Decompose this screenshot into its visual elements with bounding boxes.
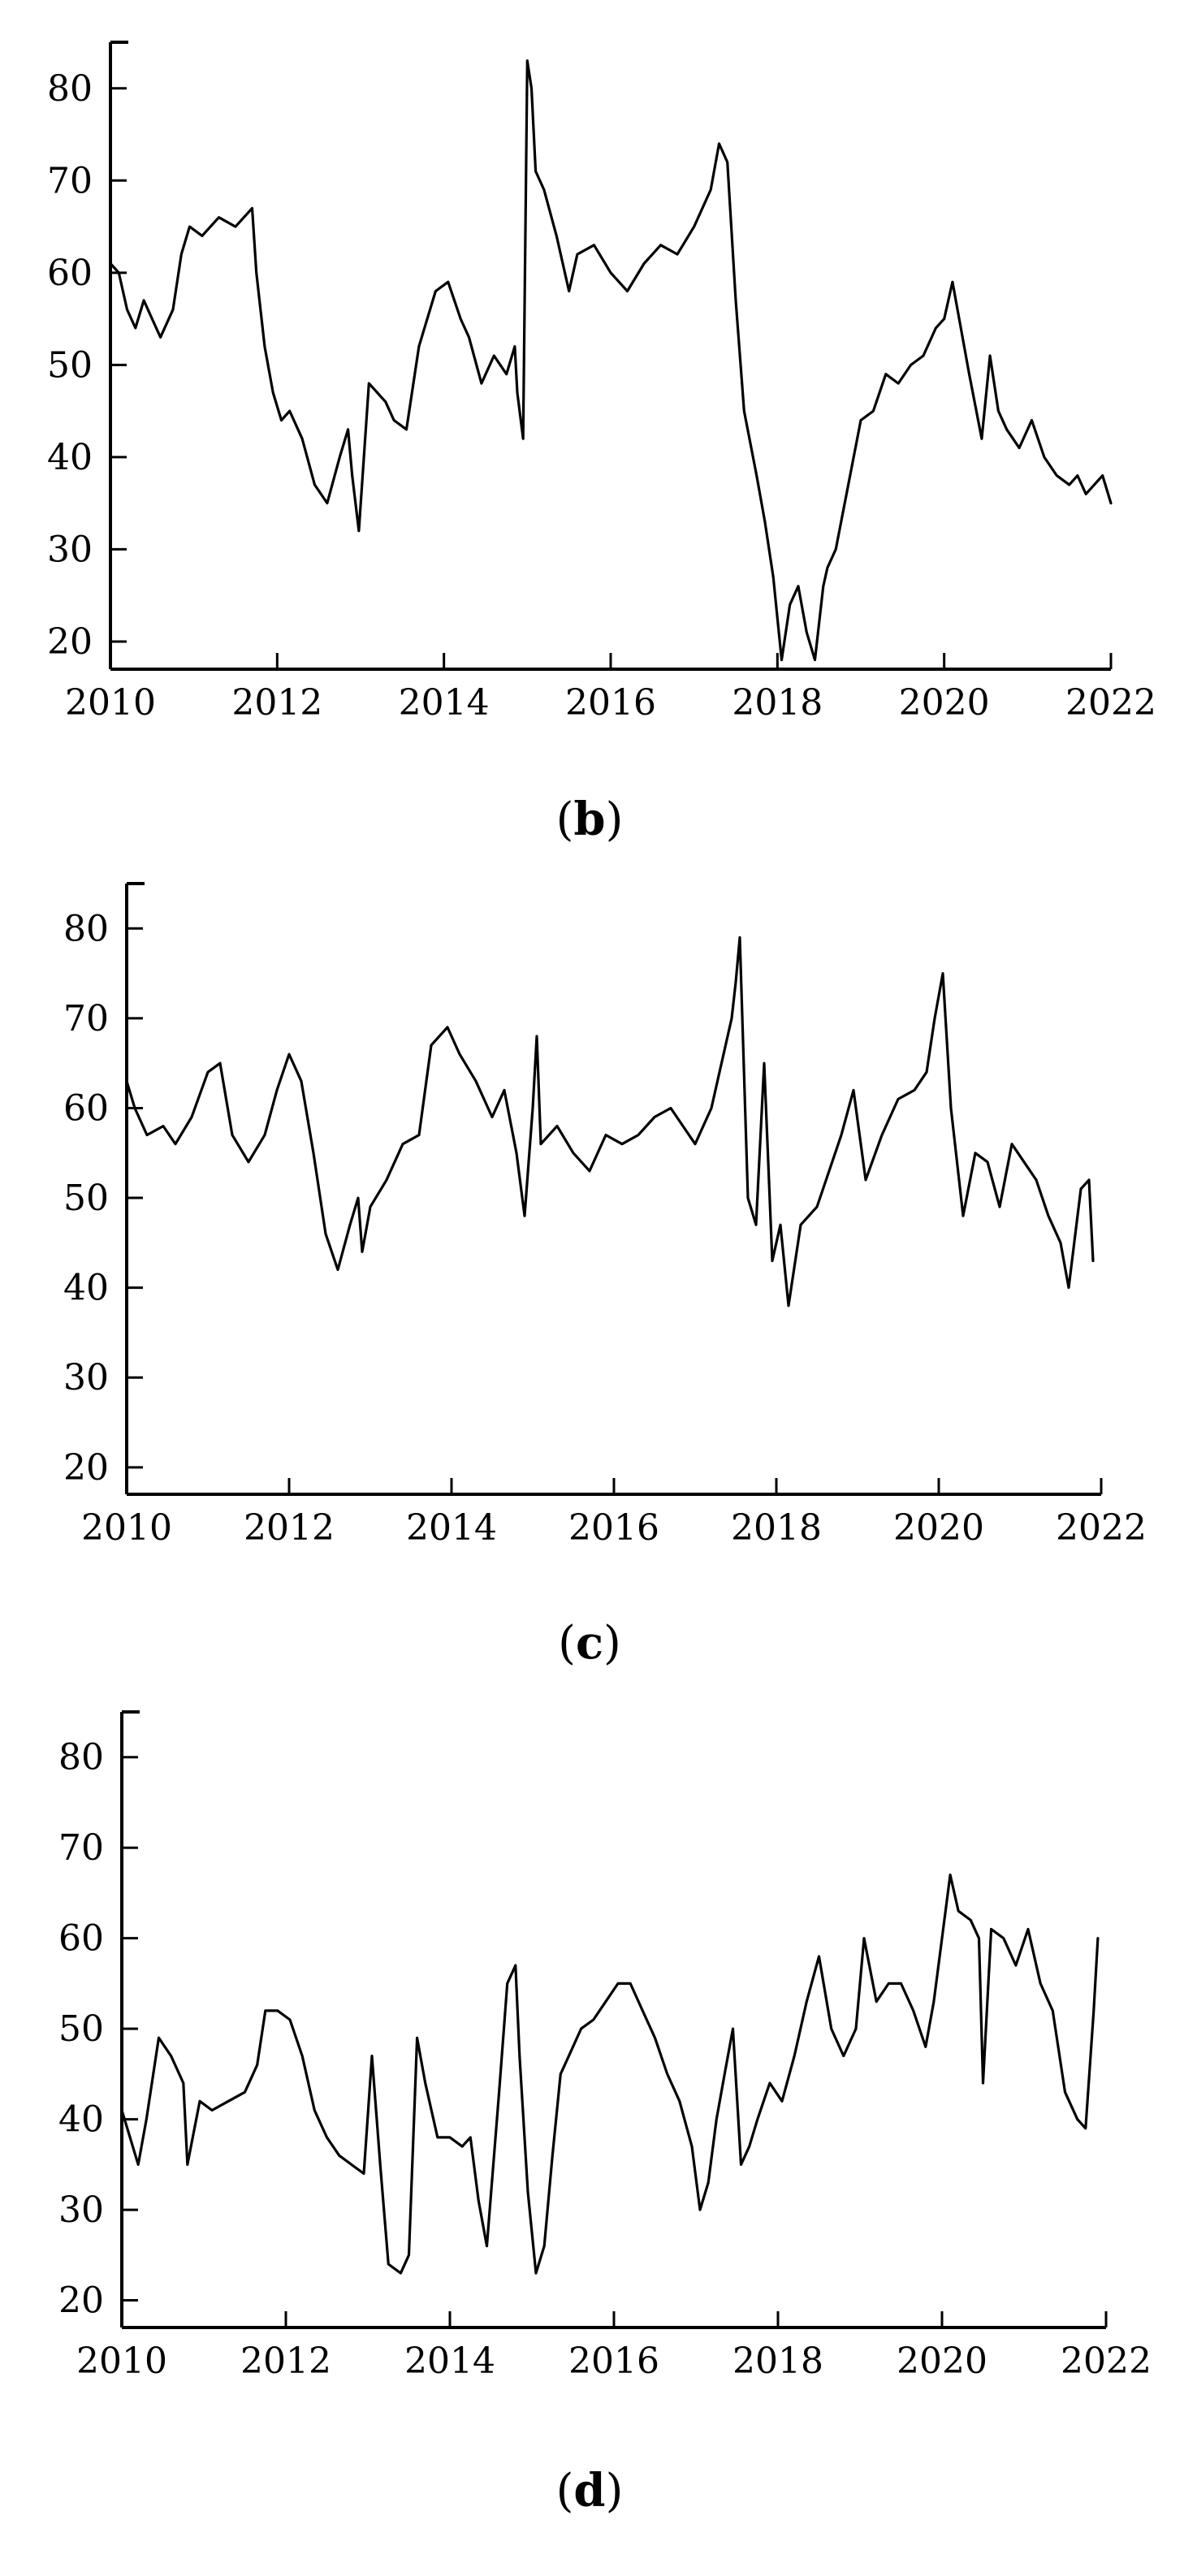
y-tick-label: 20 (63, 1447, 109, 1489)
x-tick-label: 2010 (76, 2340, 167, 2382)
panel-label: (c) (558, 1616, 621, 1670)
x-tick-label: 2016 (568, 2340, 659, 2382)
y-tick-label: 40 (47, 437, 93, 478)
y-tick-label: 50 (47, 344, 93, 386)
series-line-0 (120, 1874, 1100, 2275)
y-tick-label: 70 (63, 998, 109, 1039)
x-tick-label: 2010 (81, 1507, 172, 1549)
x-tick-label: 2010 (65, 682, 156, 724)
x-tick-label: 2014 (404, 2340, 495, 2382)
x-tick-label: 2016 (568, 1507, 659, 1549)
y-tick-label: 60 (47, 253, 93, 294)
x-tick-label: 2022 (1065, 682, 1156, 724)
y-tick-label: 20 (58, 2280, 104, 2322)
x-tick-label: 2012 (231, 682, 322, 724)
y-tick-label: 70 (47, 160, 93, 201)
x-tick-label: 2020 (897, 2340, 987, 2382)
y-tick-label: 60 (63, 1087, 109, 1129)
y-tick-label: 80 (58, 1737, 104, 1779)
x-tick-label: 2012 (240, 2340, 331, 2382)
y-tick-label: 30 (58, 2189, 104, 2231)
x-tick-label: 2020 (899, 682, 990, 724)
y-tick-label: 30 (47, 529, 93, 570)
y-tick-label: 50 (58, 2008, 104, 2050)
x-tick-label: 2012 (244, 1507, 335, 1549)
y-tick-label: 40 (63, 1268, 109, 1309)
x-tick-label: 2022 (1061, 2340, 1152, 2382)
y-tick-label: 60 (58, 1918, 104, 1960)
chart-panel-c: 20 30 40 50 60 70 80 2010 2012 2014 2016 2018 2020 20… (63, 882, 1147, 1670)
y-tick-label: 80 (63, 908, 109, 949)
panel-label: (d) (556, 2464, 624, 2518)
x-tick-label: 2018 (732, 682, 823, 724)
x-tick-label: 2014 (399, 682, 490, 724)
chart-panel-d: 20 30 40 50 60 70 80 2010 2012 2014 2016 2018 2020 20… (58, 1710, 1152, 2518)
y-tick-label: 80 (47, 68, 93, 110)
x-tick-label: 2018 (731, 1507, 822, 1549)
x-tick-label: 2022 (1056, 1507, 1147, 1549)
y-tick-label: 40 (58, 2099, 104, 2141)
y-tick-label: 70 (58, 1827, 104, 1869)
y-tick-label: 20 (47, 621, 93, 663)
y-tick-label: 30 (63, 1357, 109, 1398)
x-tick-label: 2020 (893, 1507, 984, 1549)
x-tick-label: 2014 (406, 1507, 497, 1549)
y-tick-label: 50 (63, 1178, 109, 1219)
panel-label: (b) (556, 793, 624, 846)
x-tick-label: 2016 (565, 682, 656, 724)
chart-panel-b: 20 30 40 50 60 70 80 2010 2012 2014 2016 2018 2020 20… (47, 41, 1156, 846)
x-tick-label: 2018 (732, 2340, 823, 2382)
series-line-0 (125, 936, 1095, 1307)
series-line-0 (109, 59, 1113, 662)
